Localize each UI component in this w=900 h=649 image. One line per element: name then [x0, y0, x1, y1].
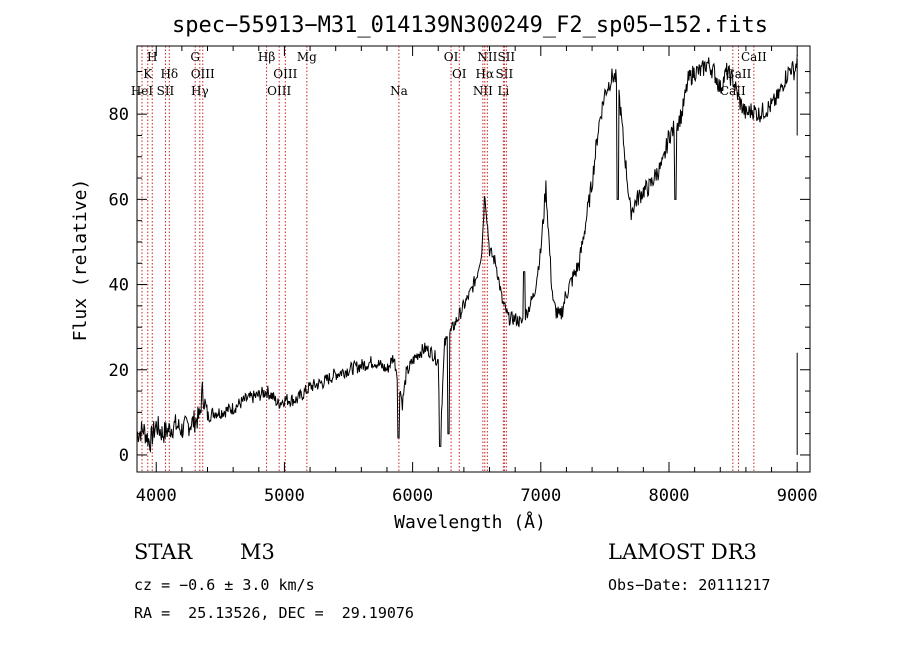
chart-title: spec−55913−M31_014139N300249_F2_sp05−152… [172, 13, 768, 38]
line-marker-label: Mg [297, 50, 317, 64]
y-tick-label: 0 [119, 446, 129, 466]
redshift-label: cz = −0.6 ± 3.0 km/s [134, 576, 315, 594]
line-marker-label: OIII [267, 84, 291, 98]
x-tick-label: 6000 [392, 486, 433, 506]
y-tick-label: 80 [109, 105, 129, 125]
y-tick-label: 60 [109, 190, 129, 210]
line-marker-label: SII [157, 84, 175, 98]
coordinates-label: RA = 25.13526, DEC = 29.19076 [134, 604, 414, 622]
line-marker-label: NII [477, 50, 497, 64]
object-class: STAR [134, 540, 193, 564]
x-tick-label: 8000 [649, 486, 690, 506]
line-marker-label: G [190, 50, 200, 64]
line-marker-label: SII [496, 67, 514, 81]
line-marker-label: OI [444, 50, 459, 64]
line-marker-label: OIII [273, 67, 297, 81]
flux-series [136, 54, 798, 455]
x-tick-label: 5000 [264, 486, 305, 506]
x-tick-label: 9000 [777, 486, 818, 506]
line-markers: HeIKHSIIHδGHγOIIIHβOIIIOIIIMgNaOIOINIIHα… [131, 46, 767, 472]
line-marker-label: SII [497, 50, 515, 64]
axes: 4000 5000 6000 7000 8000 9000 0 20 40 60 80 [109, 45, 818, 506]
y-tick-label: 40 [109, 276, 129, 296]
y-tick-label: 20 [109, 361, 129, 381]
line-marker-label: Hδ [160, 67, 178, 81]
obs-date-label: Obs−Date: 20111217 [608, 576, 771, 594]
x-tick-label: 4000 [136, 486, 177, 506]
flux-line [136, 54, 798, 454]
line-marker-label: K [143, 67, 153, 81]
line-marker-label: Li [497, 84, 509, 98]
line-marker-label: Hα [475, 67, 494, 81]
line-marker-label: CaII [720, 84, 746, 98]
line-marker-label: Na [390, 84, 408, 98]
x-axis-label: Wavelength (Å) [394, 511, 546, 533]
survey-label: LAMOST DR3 [608, 540, 757, 564]
line-marker-label: OIII [191, 67, 215, 81]
plot-frame [136, 45, 811, 473]
line-marker-label: CaII [741, 50, 767, 64]
x-tick-label: 7000 [520, 486, 561, 506]
line-marker-label: HeI [131, 84, 154, 98]
object-subclass: M3 [240, 540, 275, 564]
line-marker-label: Hγ [191, 84, 209, 98]
line-marker-label: H [147, 50, 157, 64]
line-marker-label: Hβ [258, 50, 275, 64]
line-marker-label: NII [473, 84, 493, 98]
y-axis-label: Flux (relative) [70, 179, 91, 342]
line-marker-label: OI [452, 67, 467, 81]
